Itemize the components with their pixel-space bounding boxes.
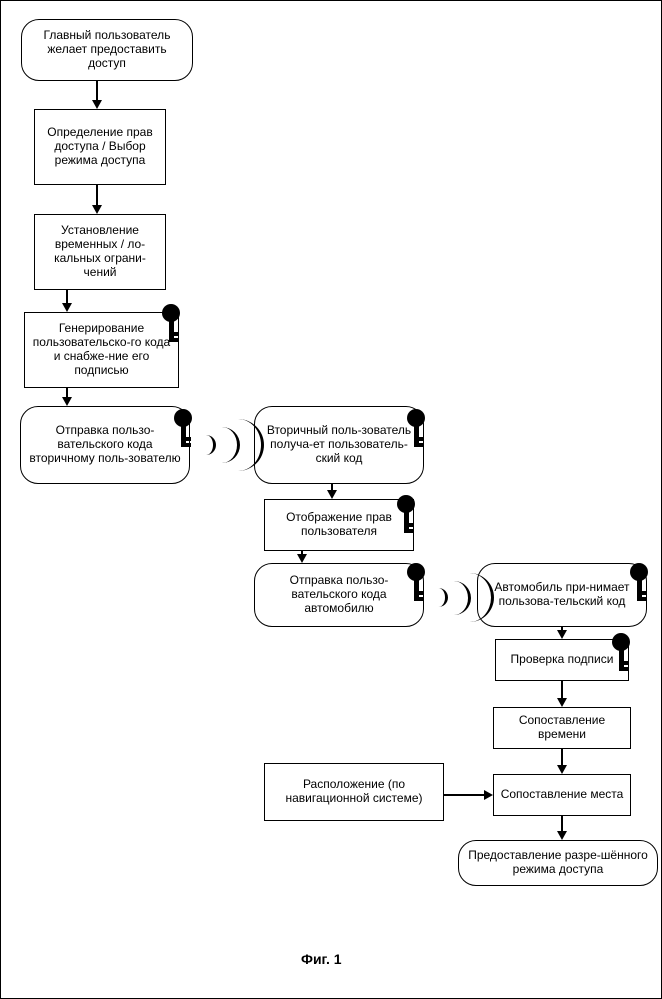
key-icon <box>406 563 426 603</box>
flowchart-node-n1: Главный пользователь желает предоставить… <box>21 19 193 81</box>
node-label: Предоставление разре-шённого режима дост… <box>465 849 651 877</box>
flowchart-node-n8: Отправка пользо-вательского кода автомоб… <box>254 563 424 627</box>
node-label: Установление временных / ло-кальных огра… <box>41 224 159 279</box>
node-label: Отправка пользо-вательского кода автомоб… <box>261 574 417 615</box>
node-label: Главный пользователь желает предоставить… <box>28 29 186 70</box>
flowchart-node-n10: Проверка подписи <box>495 639 629 681</box>
node-label: Отправка пользо-вательского кода вторичн… <box>27 424 183 465</box>
flowchart-node-n4: Генерирование пользовательско-го кода и … <box>24 312 179 388</box>
diagram-canvas: Главный пользователь желает предоставить… <box>0 0 662 999</box>
key-icon <box>161 304 181 344</box>
arrow-head-icon <box>92 100 102 109</box>
key-icon <box>173 409 193 449</box>
arrow-head-icon <box>327 490 337 499</box>
arrow-head-icon <box>297 554 307 563</box>
arrow-head-icon <box>92 205 102 214</box>
node-label: Автомобиль при-нимает пользова-тельский … <box>484 581 640 609</box>
flowchart-node-n7: Отображение прав пользователя <box>264 499 414 551</box>
arrow-head-icon <box>557 831 567 840</box>
flowchart-arrow <box>96 81 98 101</box>
node-label: Определение прав доступа / Выбор режима … <box>41 126 159 167</box>
key-icon <box>396 495 416 535</box>
figure-caption: Фиг. 1 <box>301 951 342 967</box>
node-label: Вторичный поль-зователь получа-ет пользо… <box>261 424 417 465</box>
flowchart-node-n14: Предоставление разре-шённого режима дост… <box>458 840 658 886</box>
arrow-head-icon <box>557 698 567 707</box>
transmission-waves-icon <box>196 417 246 473</box>
flowchart-arrow <box>66 290 68 304</box>
flowchart-node-n5: Отправка пользо-вательского кода вторичн… <box>20 406 190 484</box>
flowchart-node-n3: Установление временных / ло-кальных огра… <box>34 214 166 290</box>
flowchart-node-n6: Вторичный поль-зователь получа-ет пользо… <box>254 406 424 484</box>
flowchart-node-n2: Определение прав доступа / Выбор режима … <box>34 109 166 185</box>
flowchart-node-n12: Сопоставление места <box>493 774 631 816</box>
flowchart-arrow <box>444 794 485 796</box>
transmission-waves-icon <box>429 571 477 624</box>
arrow-head-icon <box>62 303 72 312</box>
node-label: Генерирование пользовательско-го кода и … <box>31 322 172 377</box>
flowchart-arrow <box>96 185 98 206</box>
node-label: Сопоставление места <box>501 788 624 802</box>
key-icon <box>611 633 631 673</box>
key-icon <box>406 409 426 449</box>
node-label: Проверка подписи <box>511 653 614 667</box>
flowchart-node-n9: Автомобиль при-нимает пользова-тельский … <box>477 563 647 627</box>
arrow-head-icon <box>62 397 72 406</box>
flowchart-node-n11: Сопоставление времени <box>493 707 631 749</box>
flowchart-node-n13: Расположение (по навигационной системе) <box>264 763 444 821</box>
key-icon <box>629 563 649 603</box>
node-label: Расположение (по навигационной системе) <box>271 778 437 806</box>
arrow-head-icon <box>557 630 567 639</box>
arrow-head-icon <box>557 765 567 774</box>
arrow-head-icon <box>484 790 493 800</box>
node-label: Отображение прав пользователя <box>271 511 407 539</box>
flowchart-arrow <box>561 816 563 832</box>
node-label: Сопоставление времени <box>500 714 624 742</box>
flowchart-arrow <box>561 749 563 766</box>
flowchart-arrow <box>561 681 563 699</box>
